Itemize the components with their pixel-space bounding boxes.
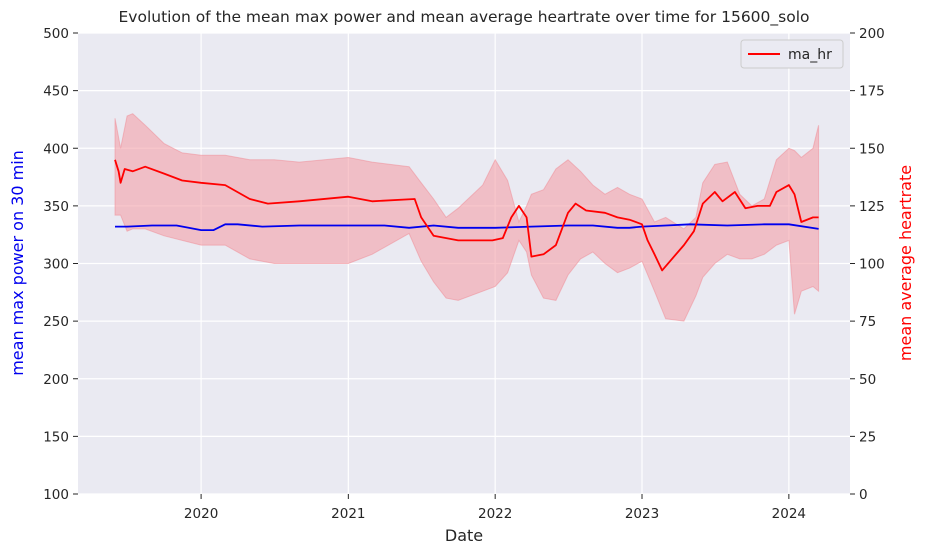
chart-title: Evolution of the mean max power and mean… — [119, 8, 810, 27]
y-left-tick-label: 350 — [43, 199, 69, 215]
y-left-tick-label: 100 — [43, 487, 69, 503]
y-left-tick-label: 300 — [43, 257, 69, 273]
y-left-tick-label: 150 — [43, 429, 69, 445]
y-ticks-right: 0 25 50 75 100 125 150 175 200 — [850, 26, 885, 503]
power-line — [115, 223, 819, 232]
y-left-tick-label: 250 — [43, 314, 69, 330]
x-axis-label: Date — [445, 526, 483, 545]
legend-box — [740, 39, 844, 69]
y-left-tick-label: 450 — [43, 84, 69, 100]
legend-label-ma-hr: ma_hr — [788, 47, 832, 63]
x-tick-label: 2022 — [478, 506, 512, 522]
y-right-tick-label: 75 — [859, 314, 876, 330]
y-right-tick-label: 0 — [859, 487, 868, 503]
y-ticks-left: 100 150 200 250 300 350 400 450 500 — [43, 26, 78, 503]
y-right-tick-label: 175 — [859, 84, 885, 100]
y-axis-label-right: mean average heartrate — [896, 165, 915, 361]
y-right-tick-label: 100 — [859, 257, 885, 273]
y-axis-label-left: mean max power on 30 min — [8, 150, 27, 376]
ma-hr-line — [114, 159, 819, 272]
legend: ma_hr — [740, 39, 844, 69]
hr-band-area — [114, 113, 820, 322]
y-left-tick-label: 400 — [43, 141, 69, 157]
y-right-tick-label: 50 — [859, 372, 876, 388]
y-left-tick-label: 200 — [43, 372, 69, 388]
y-right-tick-label: 150 — [859, 141, 885, 157]
y-right-tick-label: 125 — [859, 199, 885, 215]
x-ticks: 2020 2021 2022 2023 2024 — [184, 494, 806, 522]
y-left-tick-label: 500 — [43, 26, 69, 42]
series-lines — [114, 159, 819, 272]
x-tick-label: 2023 — [625, 506, 659, 522]
confidence-band — [114, 113, 820, 322]
x-tick-label: 2024 — [772, 506, 806, 522]
x-tick-label: 2021 — [331, 506, 365, 522]
y-right-tick-label: 25 — [859, 429, 876, 445]
y-right-tick-label: 200 — [859, 26, 885, 42]
x-tick-label: 2020 — [184, 506, 218, 522]
